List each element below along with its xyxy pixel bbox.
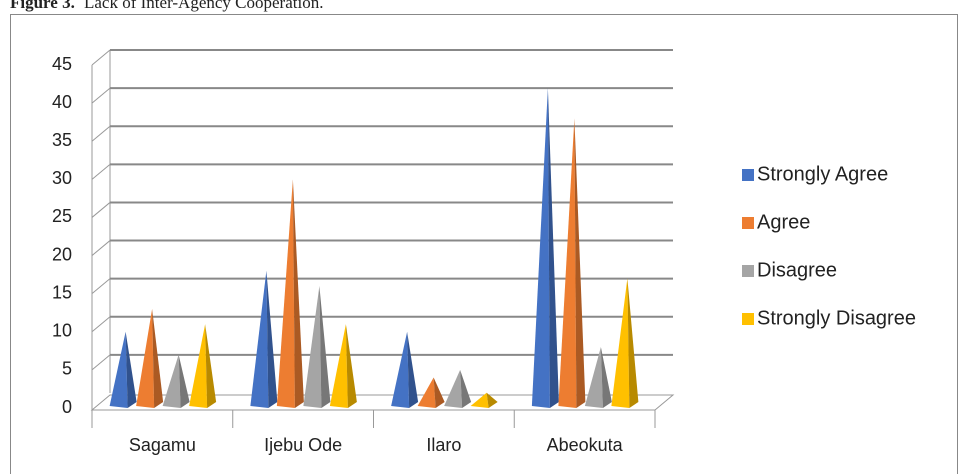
pyramid-face bbox=[276, 179, 295, 408]
y-tick-label: 10 bbox=[52, 321, 72, 341]
pyramid-face bbox=[189, 324, 208, 408]
pyramid-side bbox=[460, 369, 472, 408]
pyramid-side bbox=[292, 179, 304, 408]
pyramid-side bbox=[152, 308, 164, 408]
pyramid-face bbox=[444, 369, 463, 408]
floor bbox=[90, 394, 675, 411]
caption: Lack of Inter-Agency Cooperation. bbox=[84, 0, 323, 12]
x-tick-label: Ilaro bbox=[426, 435, 461, 455]
y-tick-label: 30 bbox=[52, 168, 72, 188]
y-tick-label: 45 bbox=[52, 54, 72, 74]
grid-line-side bbox=[91, 125, 111, 142]
legend-swatch bbox=[742, 169, 754, 181]
y-tick-label: 25 bbox=[52, 206, 72, 226]
grid-line-side bbox=[91, 278, 111, 295]
pyramid-face bbox=[303, 286, 322, 408]
pyramid-face bbox=[531, 87, 550, 408]
legend-label: Disagree bbox=[757, 259, 837, 281]
pyramid-face bbox=[391, 331, 410, 408]
grid-line-side bbox=[91, 316, 111, 333]
pyramid-face bbox=[329, 324, 348, 408]
pyramid-face bbox=[417, 377, 436, 408]
pyramid-face bbox=[109, 331, 128, 408]
pyramid-side bbox=[433, 377, 445, 408]
grid-line-side bbox=[91, 202, 111, 218]
pyramid-face bbox=[611, 278, 630, 408]
grid-line-side bbox=[91, 240, 111, 256]
pyramid-face bbox=[250, 270, 269, 408]
pyramid-face bbox=[136, 308, 155, 408]
y-tick-label: 5 bbox=[62, 359, 72, 379]
legend-swatch bbox=[742, 217, 754, 229]
pyramid-face bbox=[558, 118, 577, 408]
x-tick-label: Abeokuta bbox=[547, 435, 624, 455]
pyramid-face bbox=[470, 392, 489, 408]
grid-line-side bbox=[91, 87, 111, 104]
pyramid-side bbox=[178, 354, 190, 408]
figure-label: Figure 3. bbox=[10, 0, 75, 12]
x-tick-label: Sagamu bbox=[129, 435, 196, 455]
pyramid-side bbox=[600, 347, 612, 408]
legend-label: Agree bbox=[757, 211, 810, 233]
legend-swatch bbox=[742, 313, 754, 325]
pyramid-side bbox=[319, 286, 331, 408]
pyramid-side bbox=[345, 324, 357, 408]
y-tick-label: 35 bbox=[52, 130, 72, 150]
x-tick-label: Ijebu Ode bbox=[264, 435, 342, 455]
pyramid-side bbox=[205, 324, 217, 408]
pyramid-face bbox=[162, 354, 181, 408]
pyramid-face bbox=[584, 347, 603, 408]
pyramid-side bbox=[486, 392, 498, 408]
grid-line-side bbox=[91, 354, 111, 371]
pyramid-side bbox=[407, 331, 419, 408]
pyramid-side bbox=[125, 331, 137, 408]
pyramid-side bbox=[547, 87, 559, 408]
y-tick-label: 20 bbox=[52, 244, 72, 264]
chart-border bbox=[10, 14, 958, 474]
pyramid-side bbox=[266, 270, 278, 408]
y-tick-label: 40 bbox=[52, 92, 72, 112]
pyramid-side bbox=[627, 278, 639, 408]
grid-line-side bbox=[91, 163, 111, 180]
legend-label: Strongly Agree bbox=[757, 163, 888, 185]
legend-swatch bbox=[742, 265, 754, 277]
legend-label: Strongly Disagree bbox=[757, 307, 916, 329]
y-tick-label: 0 bbox=[62, 397, 72, 417]
y-tick-label: 15 bbox=[52, 282, 72, 302]
pyramid-side bbox=[574, 118, 586, 408]
grid-line-side bbox=[91, 49, 111, 66]
